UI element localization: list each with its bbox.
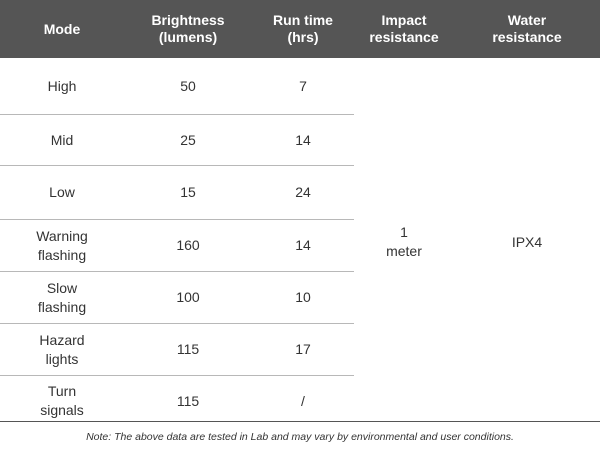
header-impact-resistance: Impact resistance	[369, 12, 439, 45]
table-row: Slow flashing 100 10	[0, 271, 600, 324]
table-bottom-rule	[0, 421, 600, 422]
table-header: Mode Brightness (lumens) Run time (hrs) …	[0, 0, 600, 58]
brightness-cell: 115	[176, 392, 200, 409]
spec-table: Mode Brightness (lumens) Run time (hrs) …	[0, 0, 600, 426]
header-brightness: Brightness (lumens)	[151, 12, 225, 45]
footnote: Note: The above data are tested in Lab a…	[86, 431, 514, 443]
brightness-cell: 115	[124, 323, 252, 376]
mode-cell: Warning flashing	[0, 219, 124, 272]
brightness-cell: 160	[124, 219, 252, 272]
run-time-cell: 7	[252, 58, 354, 115]
table-body: High 50 7 1 meter IPX4 Mid 25 14 Low 15 …	[0, 58, 600, 426]
table-row: Turn signals 115 /	[0, 376, 600, 427]
mode-cell: Turn signals	[40, 383, 84, 418]
brightness-cell: 50	[124, 58, 252, 115]
mode-cell: Low	[0, 165, 124, 220]
mode-cell: Mid	[0, 114, 124, 166]
run-time-cell: 14	[252, 114, 354, 166]
table-row: Hazard lights 115 17	[0, 323, 600, 376]
header-water-resistance: Water resistance	[492, 12, 562, 45]
brightness-cell: 25	[124, 114, 252, 166]
brightness-cell: 15	[124, 165, 252, 220]
water-resistance-cell: IPX4	[511, 233, 543, 250]
run-time-cell: /	[301, 392, 305, 409]
run-time-cell: 10	[252, 271, 354, 324]
table-row: High 50 7 1 meter IPX4	[0, 58, 600, 259]
run-time-cell: 14	[252, 219, 354, 272]
mode-cell: Hazard lights	[0, 323, 124, 376]
table-row: Warning flashing 160 14	[0, 219, 600, 272]
header-row: Mode Brightness (lumens) Run time (hrs) …	[0, 0, 600, 58]
brightness-cell: 100	[124, 271, 252, 324]
impact-resistance-cell: 1 meter	[386, 224, 422, 259]
header-run-time: Run time (hrs)	[273, 12, 333, 45]
table-row: Mid 25 14	[0, 114, 600, 166]
run-time-cell: 17	[252, 323, 354, 376]
table-row: Low 15 24	[0, 165, 600, 220]
header-mode: Mode	[43, 20, 81, 37]
run-time-cell: 24	[252, 165, 354, 220]
mode-cell: High	[0, 58, 124, 115]
mode-cell: Slow flashing	[0, 271, 124, 324]
